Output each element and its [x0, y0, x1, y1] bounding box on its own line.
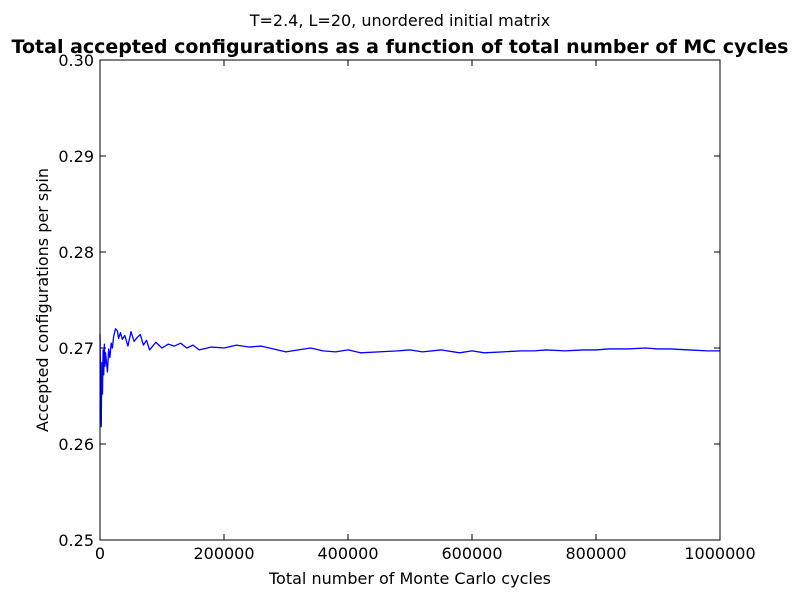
plot-area: [99, 328, 720, 428]
series-line-0: [99, 328, 720, 428]
chart-suptitle: T=2.4, L=20, unordered initial matrix: [249, 11, 551, 30]
x-axis: 0 200000 400000 600000 800000 1000000: [95, 60, 756, 563]
x-axis-label: Total number of Monte Carlo cycles: [268, 569, 551, 588]
x-tick-label: 1000000: [684, 544, 755, 563]
y-tick-label: 0.25: [58, 531, 94, 550]
x-tick-label: 800000: [565, 544, 626, 563]
y-axis-label: Accepted configurations per spin: [33, 168, 52, 432]
x-tick-label: 600000: [441, 544, 502, 563]
y-tick-label: 0.30: [58, 51, 94, 70]
x-tick-label: 200000: [193, 544, 254, 563]
y-axis: 0.25 0.26 0.27 0.28 0.29 0.30: [58, 51, 720, 550]
y-tick-label: 0.26: [58, 435, 94, 454]
y-tick-label: 0.27: [58, 339, 94, 358]
x-tick-label: 400000: [317, 544, 378, 563]
chart-title: Total accepted configurations as a funct…: [12, 36, 789, 58]
x-tick-label: 0: [95, 544, 105, 563]
y-tick-label: 0.28: [58, 243, 94, 262]
y-tick-label: 0.29: [58, 147, 94, 166]
plot-frame: [99, 59, 721, 541]
